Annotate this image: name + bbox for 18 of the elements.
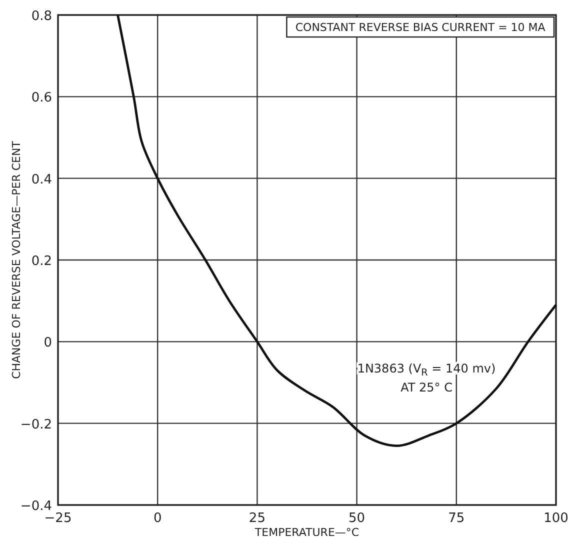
annotation: CONSTANT REVERSE BIAS CURRENT = 10 MA — [295, 21, 546, 34]
x-tick-label: 0 — [153, 511, 162, 526]
y-tick-label: 0 — [44, 336, 52, 351]
y-tick-label: 0.2 — [31, 254, 52, 269]
x-axis-title: TEMPERATURE—°C — [254, 526, 360, 539]
y-tick-label: 0.4 — [31, 172, 52, 188]
y-tick-label: 0.6 — [31, 90, 52, 106]
y-tick-label: −0.2 — [20, 417, 52, 432]
x-tick-label: 100 — [544, 511, 568, 526]
x-tick-label: 75 — [448, 511, 465, 526]
x-tick-label: −25 — [44, 511, 72, 526]
y-tick-label: −0.4 — [20, 499, 52, 514]
line-series — [116, 14, 558, 447]
annotation: AT 25° C — [400, 380, 452, 395]
y-tick-label: 0.8 — [31, 9, 52, 24]
x-tick-label: 50 — [348, 511, 366, 526]
y-axis-title: CHANGE OF REVERSE VOLTAGE—PER CENT — [10, 140, 23, 379]
x-tick-label: 25 — [248, 511, 266, 526]
